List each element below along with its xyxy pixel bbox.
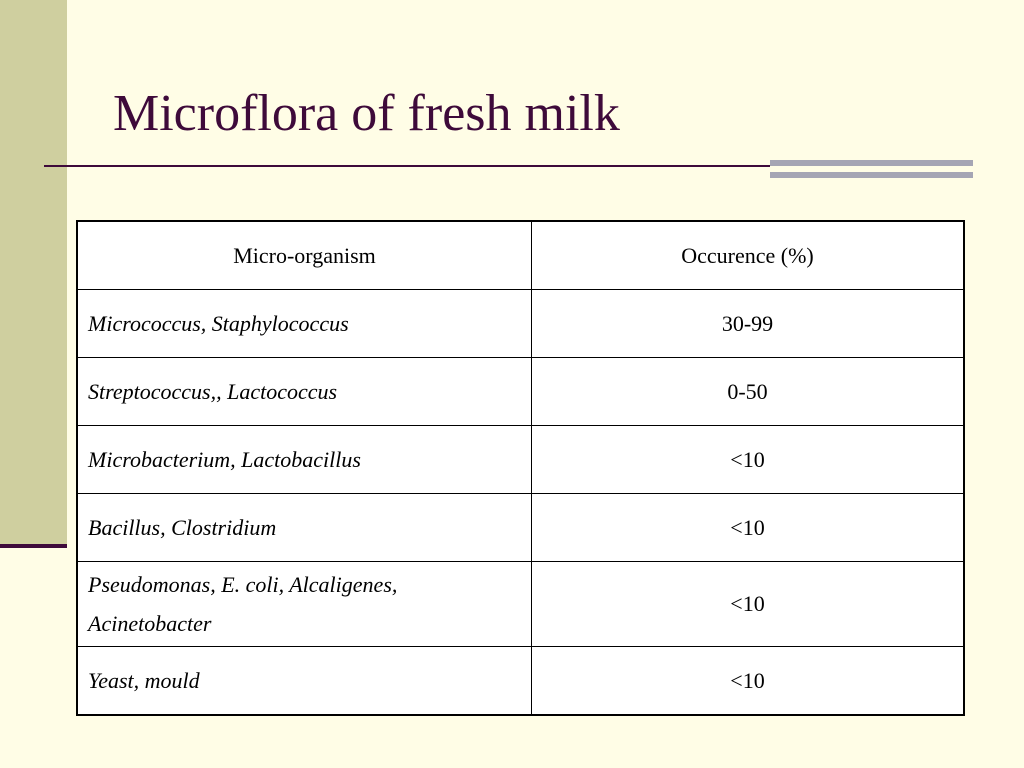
organism-cell: Pseudomonas, E. coli, Alcaligenes, Acine… <box>76 561 532 647</box>
title-accent-bar-top <box>770 160 973 166</box>
microflora-table: Micro-organism Occurence (%) Micrococcus… <box>76 220 965 716</box>
table-row: Micrococcus, Staphylococcus 30-99 <box>76 289 965 358</box>
sidebar-decoration <box>0 0 67 545</box>
column-header-organism: Micro-organism <box>76 220 532 290</box>
organism-cell: Microbacterium, Lactobacillus <box>76 425 532 494</box>
table-row: Pseudomonas, E. coli, Alcaligenes, Acine… <box>76 561 965 647</box>
occurrence-cell: <10 <box>531 493 965 562</box>
sidebar-underline <box>0 544 67 548</box>
title-divider <box>44 165 770 167</box>
organism-cell: Micrococcus, Staphylococcus <box>76 289 532 358</box>
table-row: Yeast, mould <10 <box>76 646 965 716</box>
column-header-occurrence: Occurence (%) <box>531 220 965 290</box>
title-accent-bar-bottom <box>770 172 973 178</box>
occurrence-cell: 0-50 <box>531 357 965 426</box>
occurrence-cell: 30-99 <box>531 289 965 358</box>
organism-cell: Bacillus, Clostridium <box>76 493 532 562</box>
occurrence-cell: <10 <box>531 561 965 647</box>
organism-cell: Streptococcus,, Lactococcus <box>76 357 532 426</box>
occurrence-cell: <10 <box>531 646 965 716</box>
organism-cell: Yeast, mould <box>76 646 532 716</box>
table-row: Streptococcus,, Lactococcus 0-50 <box>76 357 965 426</box>
slide-title: Microflora of fresh milk <box>113 85 620 142</box>
occurrence-cell: <10 <box>531 425 965 494</box>
table-row: Bacillus, Clostridium <10 <box>76 493 965 562</box>
table-header-row: Micro-organism Occurence (%) <box>76 220 965 290</box>
table-row: Microbacterium, Lactobacillus <10 <box>76 425 965 494</box>
